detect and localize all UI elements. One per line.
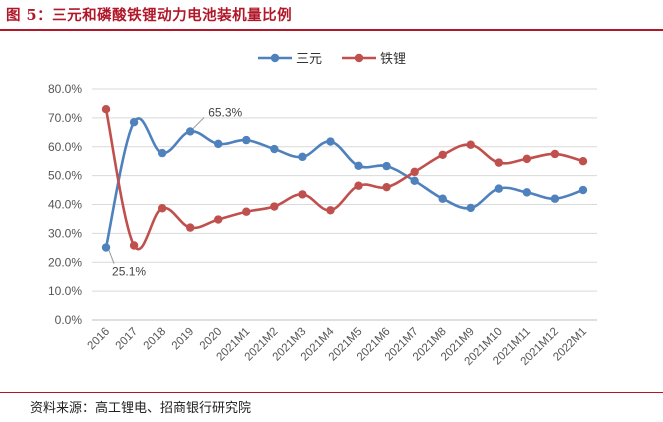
- x-tick-label: 2016: [86, 326, 113, 353]
- y-tick-label: 40.0%: [48, 198, 82, 212]
- data-point: [185, 223, 195, 232]
- x-tick-label: 2018: [142, 326, 169, 353]
- data-point: [410, 176, 419, 186]
- data-point: [578, 156, 588, 166]
- series-line: [104, 117, 584, 248]
- data-point: [270, 202, 279, 211]
- data-point: [214, 215, 223, 224]
- legend: 三元 铁锂: [258, 52, 406, 67]
- y-tick-label: 80.0%: [48, 82, 82, 96]
- y-axis-ticks: 0.0% 10.0% 20.0% 30.0% 40.0% 50.0% 60.0% 70.0% 8…: [48, 82, 82, 327]
- data-label-annotations: 65.3% 25.1%: [108, 105, 243, 279]
- data-label: 65.3%: [208, 105, 242, 119]
- data-point: [129, 118, 139, 127]
- data-point: [242, 135, 251, 145]
- x-tick-label: 2017: [114, 326, 141, 353]
- data-point: [101, 105, 111, 114]
- source-note: 资料来源：高工锂电、招商银行研究院: [30, 401, 252, 416]
- data-point: [438, 194, 447, 203]
- data-label: 25.1%: [112, 265, 146, 279]
- annotation-leader: [108, 250, 115, 264]
- data-point: [326, 137, 335, 146]
- legend-label: 三元: [296, 52, 322, 67]
- legend-item: 铁锂: [342, 52, 406, 67]
- data-point: [550, 194, 560, 203]
- data-point: [326, 206, 335, 215]
- series-points: [101, 105, 588, 252]
- y-tick-label: 60.0%: [48, 140, 82, 154]
- gridlines: [92, 88, 597, 321]
- data-point: [494, 184, 504, 193]
- data-point: [298, 152, 307, 162]
- y-tick-label: 10.0%: [48, 284, 82, 298]
- data-point: [550, 149, 560, 159]
- data-point: [129, 241, 139, 250]
- data-point: [522, 188, 532, 197]
- series-line: [104, 108, 584, 251]
- series-lines: [104, 108, 584, 251]
- data-point: [466, 140, 475, 149]
- data-point: [185, 127, 195, 136]
- data-point: [157, 148, 167, 158]
- y-tick-label: 30.0%: [48, 226, 82, 240]
- data-point: [466, 203, 475, 213]
- data-point: [410, 167, 419, 177]
- x-axis-ticks: 2016 2017 2018 2019 20202021M12021M22021M320…: [86, 325, 590, 368]
- data-point: [382, 161, 391, 171]
- data-point: [270, 144, 279, 154]
- data-point: [354, 181, 363, 190]
- y-tick-label: 0.0%: [55, 313, 83, 327]
- annotation-leader: [192, 117, 205, 129]
- y-tick-label: 70.0%: [48, 111, 82, 125]
- data-point: [522, 154, 532, 164]
- data-point: [242, 207, 251, 216]
- y-tick-label: 50.0%: [48, 169, 82, 183]
- data-point: [101, 243, 111, 252]
- y-tick-label: 20.0%: [48, 255, 82, 269]
- legend-swatch-marker: [354, 53, 364, 63]
- line-chart: 0.0% 10.0% 20.0% 30.0% 40.0% 50.0% 60.0% 70.0% 8…: [48, 52, 597, 368]
- legend-item: 三元: [258, 52, 322, 67]
- data-point: [354, 161, 363, 171]
- legend-label: 铁锂: [380, 52, 406, 67]
- data-point: [494, 158, 504, 167]
- title-rule: [0, 29, 663, 31]
- data-point: [214, 139, 223, 149]
- data-point: [382, 182, 391, 192]
- legend-swatch-marker: [270, 53, 280, 63]
- data-point: [157, 204, 167, 213]
- figure-title: 图 5：三元和磷酸铁锂动力电池装机量比例: [6, 7, 293, 24]
- data-point: [438, 150, 447, 160]
- data-point: [578, 185, 588, 195]
- source-rule: [0, 392, 663, 393]
- x-tick-label: 2019: [170, 326, 197, 353]
- data-point: [298, 190, 307, 199]
